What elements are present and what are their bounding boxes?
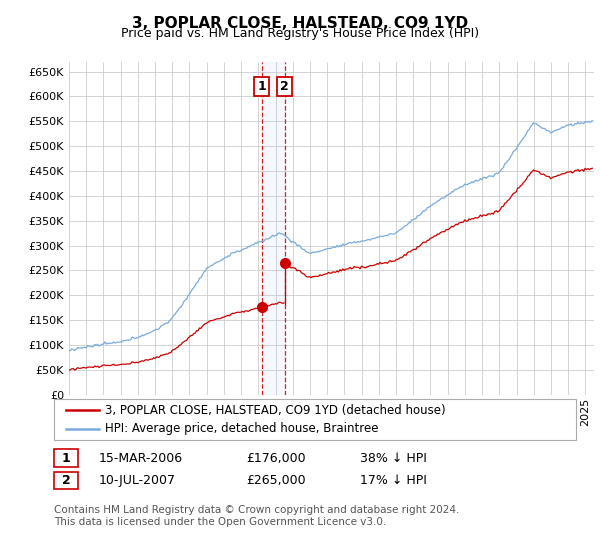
Text: 2: 2 bbox=[280, 80, 289, 93]
Text: 15-MAR-2006: 15-MAR-2006 bbox=[99, 451, 183, 465]
Text: £176,000: £176,000 bbox=[246, 451, 305, 465]
Text: Contains HM Land Registry data © Crown copyright and database right 2024.
This d: Contains HM Land Registry data © Crown c… bbox=[54, 505, 460, 527]
Text: 17% ↓ HPI: 17% ↓ HPI bbox=[360, 474, 427, 487]
Text: £265,000: £265,000 bbox=[246, 474, 305, 487]
Text: 10-JUL-2007: 10-JUL-2007 bbox=[99, 474, 176, 487]
Text: 2: 2 bbox=[62, 474, 70, 487]
Text: Price paid vs. HM Land Registry's House Price Index (HPI): Price paid vs. HM Land Registry's House … bbox=[121, 27, 479, 40]
Bar bbox=[262, 62, 284, 395]
Text: 3, POPLAR CLOSE, HALSTEAD, CO9 1YD (detached house): 3, POPLAR CLOSE, HALSTEAD, CO9 1YD (deta… bbox=[105, 404, 446, 417]
Text: 3, POPLAR CLOSE, HALSTEAD, CO9 1YD: 3, POPLAR CLOSE, HALSTEAD, CO9 1YD bbox=[132, 16, 468, 31]
Text: HPI: Average price, detached house, Braintree: HPI: Average price, detached house, Brai… bbox=[105, 422, 379, 435]
Text: 38% ↓ HPI: 38% ↓ HPI bbox=[360, 451, 427, 465]
Text: 1: 1 bbox=[62, 451, 70, 465]
Text: 1: 1 bbox=[257, 80, 266, 93]
